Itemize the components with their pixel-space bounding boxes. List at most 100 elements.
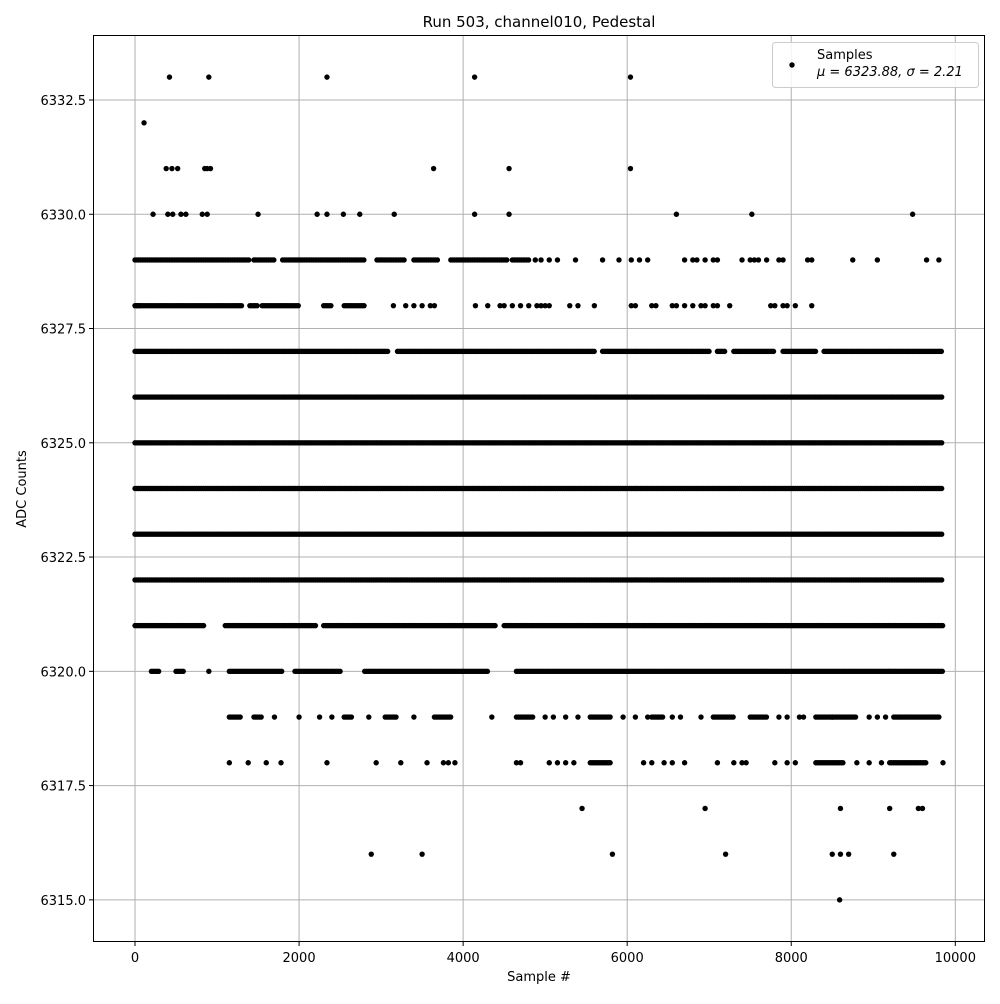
data-point <box>599 257 606 263</box>
data-point <box>419 302 425 309</box>
data-point <box>784 302 790 309</box>
data-point <box>673 302 680 309</box>
data-point <box>427 302 434 309</box>
data-point <box>644 714 651 720</box>
data-point <box>690 257 696 263</box>
data-point <box>874 714 881 720</box>
y-tick-label: 6322.5 <box>41 551 87 566</box>
data-point <box>526 302 532 309</box>
data-point <box>852 714 859 720</box>
data-point <box>938 577 945 583</box>
data-point <box>489 714 495 720</box>
data-point <box>393 714 399 720</box>
x-tick-label: 10000 <box>935 951 976 966</box>
data-point <box>681 257 688 263</box>
data-point <box>653 302 659 309</box>
data-point <box>554 257 561 263</box>
data-point <box>909 211 916 217</box>
data-point <box>616 257 622 263</box>
x-axis-ticks: 0 2000 4000 6000 8000 10000 <box>131 941 976 966</box>
data-point <box>546 257 552 263</box>
data-point <box>938 394 945 400</box>
data-point <box>328 302 334 309</box>
data-point <box>200 622 207 629</box>
data-point <box>546 302 552 309</box>
data-point <box>923 257 930 263</box>
data-point <box>780 302 786 309</box>
data-point <box>784 760 790 766</box>
data-point <box>837 851 844 857</box>
data-point <box>796 714 803 720</box>
data-point <box>357 211 363 217</box>
data-point <box>919 805 926 812</box>
data-point <box>936 257 942 263</box>
data-point <box>254 302 260 309</box>
data-point <box>472 302 479 309</box>
data-point <box>702 302 708 309</box>
data-point <box>836 897 843 903</box>
data-point <box>809 257 815 263</box>
x-axis-label: Sample # <box>507 970 571 985</box>
data-point <box>706 348 712 355</box>
data-point <box>390 302 397 309</box>
data-point <box>497 302 503 309</box>
data-point <box>296 714 302 720</box>
data-point <box>492 622 498 629</box>
data-point <box>271 257 277 263</box>
data-point <box>424 760 430 766</box>
data-point <box>452 760 458 766</box>
data-point <box>278 760 284 766</box>
data-point <box>763 257 770 263</box>
data-point <box>170 211 176 217</box>
data-point <box>567 302 573 309</box>
data-point <box>710 257 717 263</box>
data-point <box>866 714 872 720</box>
x-tick-label: 6000 <box>611 951 644 966</box>
data-point <box>419 851 425 857</box>
data-point <box>295 302 301 309</box>
data-point <box>312 622 319 629</box>
data-point <box>714 302 721 309</box>
data-point <box>525 257 532 263</box>
data-point <box>755 257 762 263</box>
data-point <box>445 760 452 766</box>
data-point <box>501 302 507 309</box>
data-point <box>431 302 438 309</box>
legend-marker <box>789 62 795 68</box>
data-point <box>730 714 736 720</box>
data-point <box>180 668 186 675</box>
data-point <box>809 302 815 309</box>
data-point <box>403 302 409 309</box>
data-point <box>845 851 852 857</box>
data-point <box>702 805 708 812</box>
data-point <box>314 211 320 217</box>
y-axis-label: ADC Counts <box>15 450 30 528</box>
data-point <box>792 760 799 766</box>
data-point <box>484 668 491 675</box>
data-point <box>702 257 708 263</box>
data-point <box>324 74 330 80</box>
data-point <box>546 760 552 766</box>
data-point <box>534 302 540 309</box>
data-point <box>246 257 252 263</box>
data-point <box>772 760 778 766</box>
data-point <box>714 760 721 766</box>
data-point <box>628 257 634 263</box>
data-point <box>661 760 667 766</box>
x-tick-label: 0 <box>131 951 139 966</box>
data-point <box>542 302 548 309</box>
legend-entry-label: Samples <box>817 48 873 63</box>
legend: Samples μ = 6323.88, σ = 2.21 <box>772 42 979 88</box>
data-point <box>940 760 946 766</box>
data-point <box>632 302 639 309</box>
data-point <box>137 302 143 309</box>
data-point <box>245 760 251 766</box>
data-point <box>226 760 233 766</box>
data-point <box>532 257 539 263</box>
data-point <box>784 714 790 720</box>
data-point <box>575 714 581 720</box>
data-point <box>829 851 835 857</box>
y-tick-label: 6325.0 <box>41 437 87 452</box>
data-point <box>727 302 733 309</box>
